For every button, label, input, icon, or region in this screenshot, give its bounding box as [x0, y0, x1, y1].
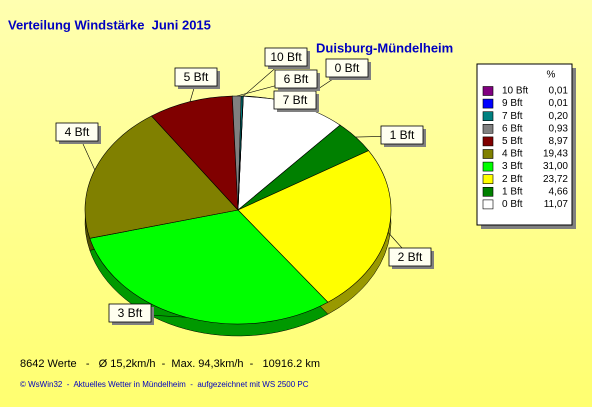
legend-swatch: [482, 174, 494, 184]
legend-swatch: [482, 149, 494, 159]
slice: [84, 115, 239, 239]
legend-swatch: [482, 161, 494, 172]
callout-box: [55, 122, 99, 142]
slice-label: 2 Bft: [398, 250, 423, 264]
callout-box: [388, 247, 432, 267]
legend-swatch: [482, 124, 494, 134]
slice-label: 6 Bft: [284, 72, 309, 86]
slice-label: 7 Bft: [283, 93, 308, 107]
legend-value: 0,01: [549, 98, 569, 109]
callout-box: [380, 125, 424, 145]
callout-box: [174, 67, 218, 87]
chart-title: Verteilung Windstärke Juni 2015: [8, 17, 211, 32]
callout-box: [325, 58, 369, 78]
callout-box: [108, 303, 152, 323]
legend-label: 10 Bft: [502, 86, 528, 97]
slice: [151, 95, 239, 211]
slice-label: 3 Bft: [118, 306, 143, 320]
legend-label: 4 Bft: [502, 149, 523, 160]
legend-swatch: [482, 86, 494, 96]
slice-label: 5 Bft: [184, 70, 209, 84]
legend-value: 19,43: [543, 149, 568, 160]
legend-value: 0,01: [549, 86, 569, 97]
legend-swatch: [482, 187, 494, 197]
legend-swatch: [482, 199, 494, 210]
legend-value: 23,72: [543, 174, 568, 185]
legend-value: 0,93: [549, 123, 569, 134]
legend-value: 4,66: [549, 186, 569, 197]
slice: [237, 150, 392, 303]
legend-value: 8,97: [549, 136, 569, 147]
footer-credit: © WsWin32 - Aktuelles Wetter in Mündelhe…: [20, 380, 309, 389]
slice-label: 10 Bft: [270, 50, 302, 64]
legend-value: 11,07: [544, 199, 569, 210]
callout-box: [264, 47, 308, 67]
slice-label: 1 Bft: [390, 128, 415, 142]
callout-box: [274, 69, 318, 89]
legend-label: 9 Bft: [502, 98, 523, 109]
legend-label: 7 Bft: [502, 111, 523, 122]
legend-label: 1 Bft: [502, 186, 523, 197]
legend-swatch: [482, 136, 494, 147]
legend-value: 0,20: [549, 111, 569, 122]
legend-label: 3 Bft: [502, 161, 523, 172]
legend-label: 0 Bft: [502, 199, 523, 210]
legend-label: 5 Bft: [502, 136, 523, 147]
legend-title: %: [547, 70, 556, 81]
chart-subtitle: Duisburg-Mündelheim: [316, 40, 453, 55]
legend-swatch: [482, 111, 494, 121]
footer-stats: 8642 Werte - Ø 15,2km/h - Max. 94,3km/h …: [20, 358, 320, 370]
legend-label: 6 Bft: [502, 123, 523, 134]
legend-value: 31,00: [543, 161, 568, 172]
slice-label: 4 Bft: [65, 125, 90, 139]
slice: [89, 209, 329, 325]
legend-label: 2 Bft: [502, 174, 523, 185]
slice-label: 0 Bft: [335, 61, 360, 75]
legend-swatch: [482, 98, 494, 109]
